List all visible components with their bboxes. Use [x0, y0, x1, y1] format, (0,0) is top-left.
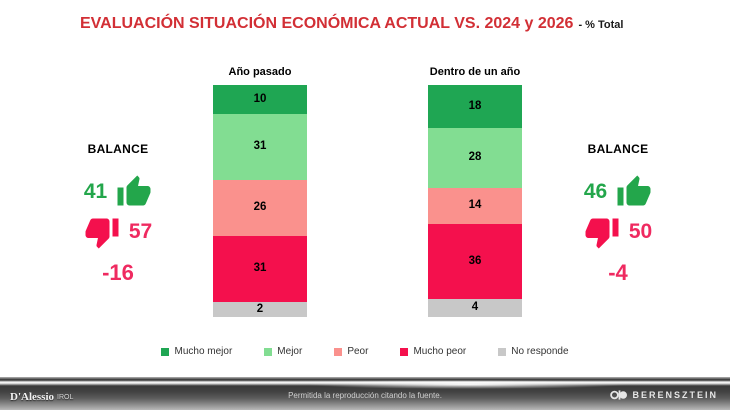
bar-segment-peor: 14 [428, 188, 522, 225]
bar-group-ano-pasado: Año pasado 10 31 26 31 2 [213, 66, 307, 317]
legend-item: Mucho peor [400, 346, 466, 357]
balance-block-past: BALANCE 41 57 -16 [62, 142, 174, 286]
page-title: EVALUACIÓN SITUACIÓN ECONÓMICA ACTUAL VS… [80, 15, 623, 33]
balance-negative-row: 57 [62, 212, 174, 252]
balance-negative-value: 57 [128, 220, 153, 243]
bar-segment-value: 28 [468, 151, 482, 164]
bar-segment-value: 26 [253, 201, 267, 214]
bar-segment-mejor: 31 [213, 113, 307, 180]
legend-swatch-icon [498, 347, 507, 356]
bar-segment-peor: 26 [213, 179, 307, 237]
bar-segment-value: 18 [468, 99, 482, 112]
bar-segment-mucho-mejor: 10 [213, 85, 307, 114]
bar-segment-value: 36 [468, 254, 482, 267]
legend-label: No responde [511, 346, 569, 357]
berensztein-logo-text: BERENSZTEIN [632, 390, 718, 400]
bar-segment-value: 4 [471, 301, 479, 313]
berensztein-logo: BERENSZTEIN [610, 389, 718, 401]
balance-positive-value: 41 [83, 180, 108, 203]
legend-item: Mucho mejor [161, 346, 232, 357]
bar-segment-value: 31 [253, 262, 267, 275]
balance-block-future: BALANCE 46 50 -4 [562, 142, 674, 286]
page-title-suffix: - % Total [578, 19, 624, 31]
balance-net-value: -4 [608, 260, 628, 285]
bar-segment-mucho-mejor: 18 [428, 85, 522, 128]
bar-title: Dentro de un año [429, 66, 521, 78]
legend-label: Mucho peor [413, 346, 467, 357]
irol-logo-text: IROL [57, 394, 74, 401]
bar-segment-value: 31 [253, 140, 267, 152]
thumbs-down-icon [584, 214, 620, 250]
bar-segment-mejor: 28 [428, 127, 522, 189]
footer-disclaimer: Permitida la reproducción citando la fue… [288, 391, 442, 400]
bar-segment-value: 2 [256, 302, 264, 315]
legend-label: Mejor [277, 346, 303, 357]
thumbs-down-icon [84, 214, 120, 250]
balance-positive-row: 46 [562, 172, 674, 212]
legend-item: Mejor [264, 346, 302, 357]
bar-segment-mucho-peor: 31 [213, 236, 307, 303]
dalessio-logo-text: D'Alessio [10, 391, 54, 403]
bar-segment-mucho-peor: 36 [428, 224, 522, 299]
bar-segment-no-responde: 4 [428, 298, 522, 317]
balance-net-value: -16 [102, 260, 134, 285]
balance-positive-row: 41 [62, 172, 174, 212]
balance-negative-row: 50 [562, 212, 674, 252]
legend-swatch-icon [264, 347, 273, 356]
legend-item: Peor [334, 346, 368, 357]
stacked-bar: 18 28 14 36 4 [428, 85, 522, 317]
bar-title: Año pasado [228, 66, 292, 78]
legend-label: Peor [347, 346, 369, 357]
balance-positive-value: 46 [583, 180, 608, 203]
balance-label: BALANCE [87, 142, 149, 156]
legend-swatch-icon [334, 347, 343, 356]
balance-label: BALANCE [587, 142, 649, 156]
legend-swatch-icon [400, 347, 409, 356]
stacked-bar: 10 31 26 31 2 [213, 85, 307, 317]
bar-group-dentro-de-un-ano: Dentro de un año 18 28 14 36 4 [428, 66, 522, 317]
legend-label: Mucho mejor [174, 346, 233, 357]
legend: Mucho mejor Mejor Peor Mucho peor No respond… [0, 346, 730, 357]
legend-item: No responde [498, 346, 569, 357]
berensztein-logo-icon [610, 390, 628, 400]
footer-bar: D'Alessio IROL Permitida la reproducción … [0, 377, 730, 410]
bar-segment-no-responde: 2 [213, 302, 307, 317]
bar-segment-value: 10 [253, 92, 267, 105]
page-title-text: EVALUACIÓN SITUACIÓN ECONÓMICA ACTUAL VS… [80, 15, 574, 32]
bar-segment-value: 14 [468, 199, 482, 212]
balance-negative-value: 50 [628, 220, 653, 243]
thumbs-up-icon [116, 174, 152, 210]
thumbs-up-icon [616, 174, 652, 210]
dalessio-logo: D'Alessio IROL [10, 391, 73, 403]
legend-swatch-icon [161, 347, 170, 356]
